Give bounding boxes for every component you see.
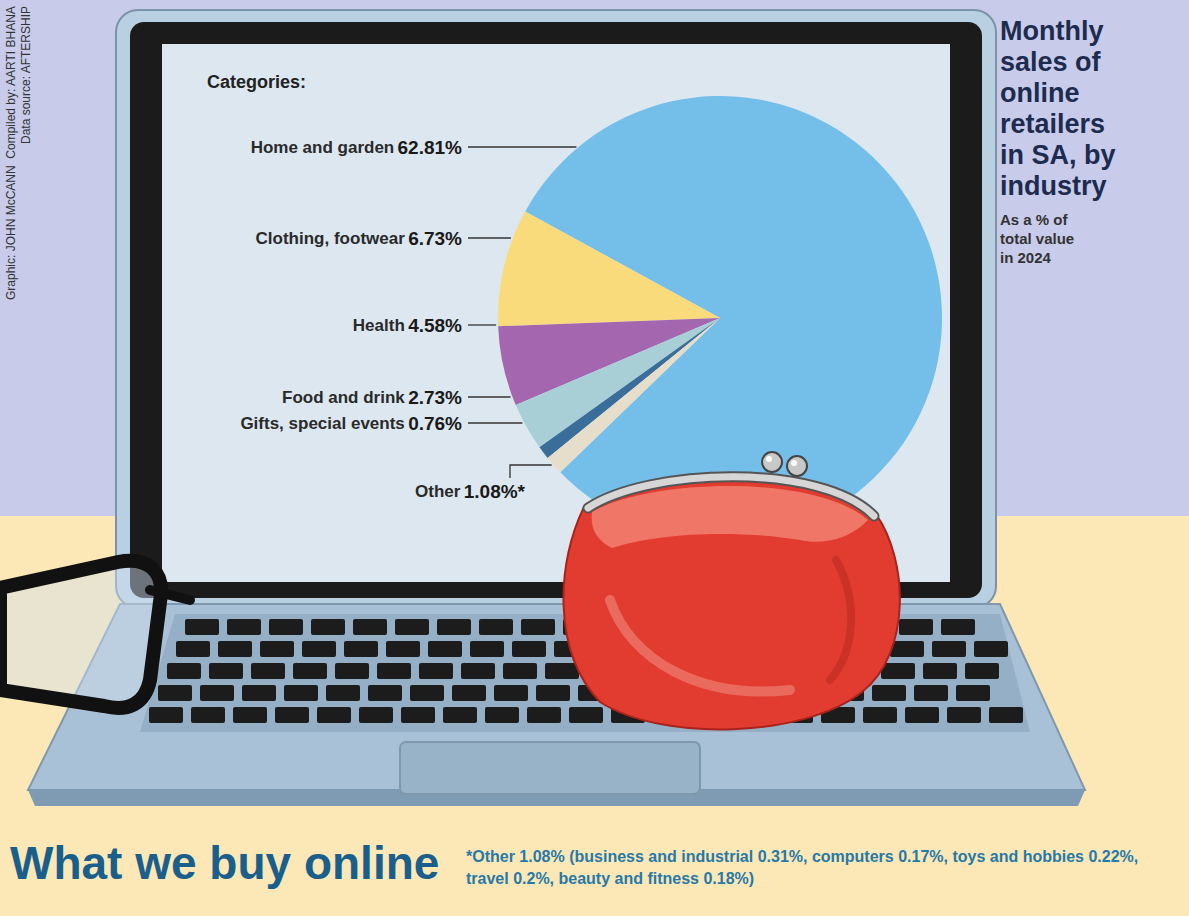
html-text:Categories:: Categories: (207, 72, 306, 92)
svg-text:Gifts, special events: Gifts, special events (240, 414, 404, 433)
svg-text:Clothing, footwear: Clothing, footwear (256, 229, 406, 248)
svg-text:6.73%: 6.73% (408, 228, 462, 249)
html-text:Data source: AFTERSHIP: Data source: AFTERSHIP (19, 6, 33, 144)
svg-text:4.58%: 4.58% (408, 315, 462, 336)
svg-text:2.73%: 2.73% (408, 387, 462, 408)
svg-text:0.76%: 0.76% (408, 413, 462, 434)
html-text:What we buy online: What we buy online (10, 837, 440, 889)
html-text:Graphic: JOHN McCANN Compiled: Graphic: JOHN McCANN Compiled by: AARTI … (4, 6, 18, 300)
svg-text:Other: Other (415, 482, 461, 501)
svg-text:Health: Health (353, 316, 405, 335)
svg-text:62.81%: 62.81% (398, 137, 463, 158)
svg-text:Home and garden: Home and garden (251, 138, 395, 157)
svg-text:1.08%*: 1.08%* (464, 481, 526, 502)
html-text:*Other 1.08% (business and ind: *Other 1.08% (business and industrial 0.… (466, 848, 1139, 887)
html-text:Monthly sales of online retail: Monthly sales of online retailers in SA,… (1000, 16, 1116, 201)
svg-text:Food and drink: Food and drink (282, 388, 405, 407)
html-text:As a % of total value in 2024: As a % of total value in 2024 (1000, 211, 1075, 266)
